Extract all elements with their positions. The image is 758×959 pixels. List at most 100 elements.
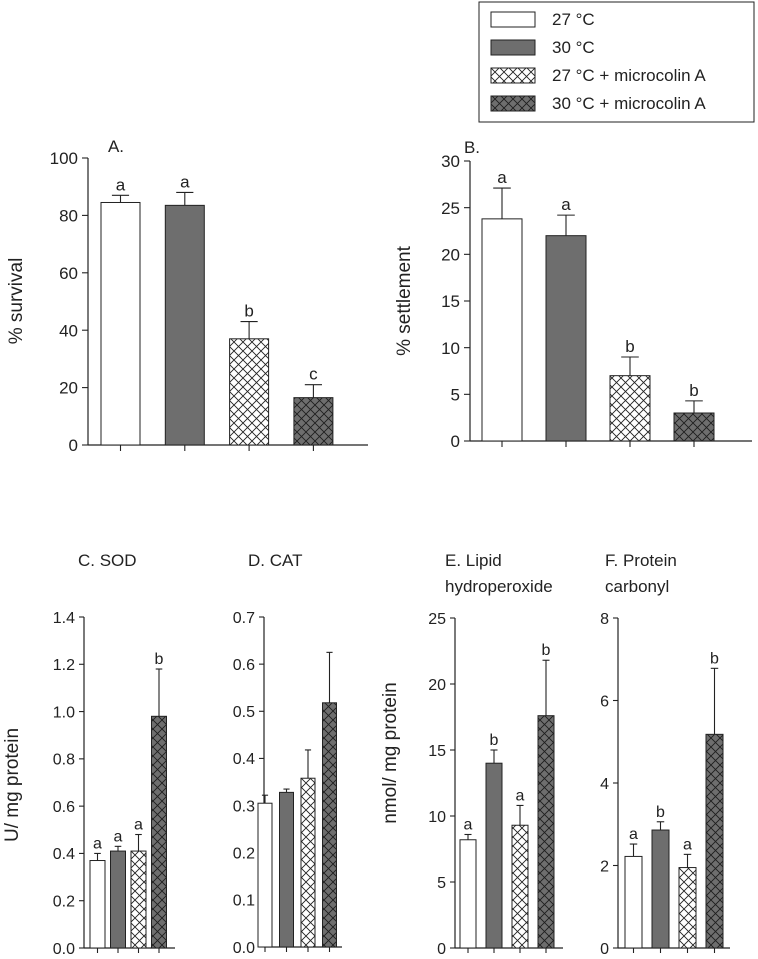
panel-label-b: B.	[464, 138, 480, 157]
panel-title-e: hydroperoxide	[445, 577, 553, 596]
bar-a-4	[293, 397, 334, 446]
y-axis-label-b: % settlement	[394, 245, 415, 356]
y-tick-label-a: 60	[59, 264, 78, 283]
y-tick-label-c: 0.0	[53, 941, 75, 958]
y-tick-label-e: 15	[428, 743, 446, 760]
legend-swatch-27c-microcolin	[490, 67, 536, 84]
bar-a-2	[164, 204, 205, 446]
bar-c-1	[89, 860, 106, 949]
bar-c-2	[110, 850, 126, 949]
y-tick-label-d: 0.0	[233, 940, 255, 957]
panel-b: 0 5 10 15 20 25 30 a a b b B. % settlement	[394, 138, 752, 451]
y-tick-label-b: 25	[441, 199, 460, 218]
panel-label-a: A.	[108, 137, 124, 156]
bar-e-4	[537, 715, 555, 949]
y-tick-label-c: 0.6	[53, 799, 75, 816]
significance-letter-b: a	[497, 168, 507, 187]
significance-letter-a: b	[244, 302, 253, 321]
y-tick-label-c: 1.4	[53, 610, 75, 627]
y-axis-label-e: nmol/ mg protein	[380, 682, 401, 824]
y-tick-label-a: 80	[59, 207, 78, 226]
y-tick-label-c: 0.4	[53, 846, 75, 863]
y-tick-label-a: 0	[69, 436, 78, 455]
y-tick-label-b: 10	[441, 339, 460, 358]
bar-f-1	[624, 855, 643, 949]
y-tick-label-d: 0.4	[233, 751, 255, 768]
bar-f-3	[678, 867, 697, 949]
significance-letter-a: a	[116, 175, 126, 194]
y-tick-label-b: 30	[441, 152, 460, 171]
bar-b-4	[673, 412, 715, 442]
significance-letter-f: b	[710, 650, 719, 667]
significance-letter-c: a	[134, 817, 143, 834]
significance-letter-a: a	[180, 172, 190, 191]
bar-d-1	[257, 802, 273, 948]
legend-swatch-27c	[490, 11, 536, 28]
significance-letter-c: a	[114, 828, 123, 845]
bar-e-1	[459, 839, 477, 949]
y-tick-label-f: 2	[600, 858, 609, 875]
y-tick-label-d: 0.2	[233, 845, 255, 862]
bar-e-2	[485, 762, 503, 949]
y-tick-label-e: 25	[428, 611, 446, 628]
panel-title-d: D. CAT	[248, 551, 302, 570]
bar-a-3	[229, 338, 270, 446]
y-tick-label-d: 0.5	[233, 704, 255, 721]
legend-label-30c-microcolin: 30 °C + microcolin A	[552, 94, 706, 113]
bar-a-1	[100, 201, 141, 446]
panel-title-f: carbonyl	[605, 577, 669, 596]
y-axis-label-a: % survival	[6, 258, 27, 345]
y-tick-label-f: 8	[600, 611, 609, 628]
bar-f-2	[651, 829, 670, 949]
bar-e-3	[511, 824, 529, 949]
panel-d: 0.0 0.1 0.2 0.3 0.4 0.5 0.6 0.7 D. CAT	[233, 551, 342, 957]
y-tick-label-d: 0.7	[233, 610, 255, 627]
legend-label-27c-microcolin: 27 °C + microcolin A	[552, 66, 706, 85]
y-tick-label-e: 5	[437, 875, 446, 892]
significance-letter-b: b	[625, 337, 634, 356]
y-tick-label-f: 6	[600, 693, 609, 710]
panel-a: 0 20 40 60 80 100 a a b c A. % survival	[6, 137, 368, 455]
y-axis-label-c: U/ mg protein	[2, 728, 23, 842]
bar-b-2	[545, 235, 587, 442]
y-tick-label-b: 0	[451, 432, 460, 451]
y-tick-label-d: 0.6	[233, 657, 255, 674]
y-tick-label-e: 20	[428, 677, 446, 694]
y-tick-label-c: 1.0	[53, 704, 75, 721]
legend-swatch-30c	[490, 39, 536, 56]
y-tick-label-a: 20	[59, 379, 78, 398]
significance-letter-e: a	[464, 816, 473, 833]
panel-f: 0 2 4 6 8 a b a b F. Protein carbonyl	[600, 551, 730, 958]
significance-letter-f: a	[629, 826, 638, 843]
bar-b-1	[481, 218, 523, 442]
significance-letter-e: b	[490, 732, 499, 749]
bar-b-3	[609, 375, 651, 442]
significance-letter-b: a	[561, 195, 571, 214]
legend: 27 °C 30 °C 27 °C + microcolin A 30 °C +…	[478, 1, 755, 123]
y-tick-label-b: 20	[441, 245, 460, 264]
significance-letter-a: c	[309, 365, 318, 384]
significance-letter-e: b	[542, 642, 551, 659]
significance-letter-b: b	[689, 381, 698, 400]
bar-f-4	[705, 733, 724, 949]
significance-letter-f: b	[656, 804, 665, 821]
panel-title-e: E. Lipid	[445, 551, 502, 570]
y-tick-label-a: 40	[59, 321, 78, 340]
panel-e: 0 5 10 15 20 25 a b a b E. Lipid hydroperoxide nmol/…	[380, 551, 563, 958]
y-tick-label-b: 15	[441, 292, 460, 311]
panel-title-f: F. Protein	[605, 551, 677, 570]
bar-d-3	[300, 777, 316, 948]
y-tick-label-c: 0.2	[53, 893, 75, 910]
y-tick-label-e: 0	[437, 941, 446, 958]
y-tick-label-f: 4	[600, 776, 609, 793]
bar-c-4	[151, 715, 167, 949]
y-tick-label-c: 1.2	[53, 657, 75, 674]
y-tick-label-f: 0	[600, 941, 609, 958]
bar-c-3	[130, 850, 147, 949]
legend-label-27c: 27 °C	[552, 10, 595, 29]
significance-letter-e: a	[516, 787, 525, 804]
y-tick-label-d: 0.1	[233, 893, 255, 910]
